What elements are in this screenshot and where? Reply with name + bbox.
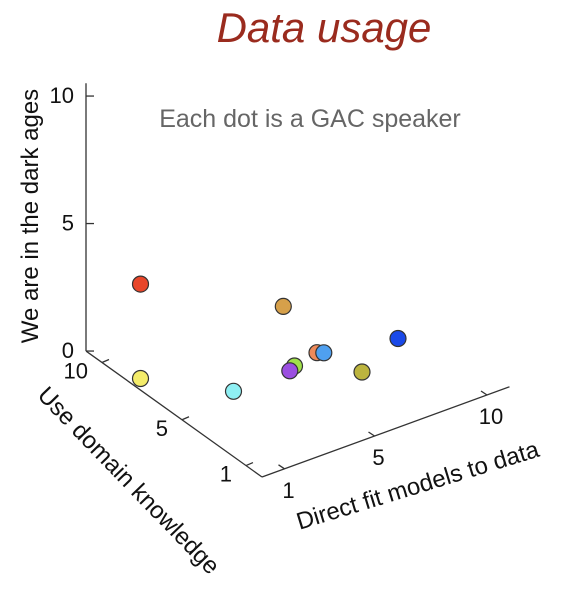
x-tick-label: 1 [282, 478, 294, 503]
z-tick-label: 5 [62, 211, 74, 236]
x-tick-mark [480, 390, 488, 396]
y-axis-line [85, 350, 263, 478]
data-points [131, 275, 407, 400]
x-tick-mark [368, 431, 375, 437]
data-point [315, 344, 333, 362]
chart-annotation: Each dot is a GAC speaker [159, 105, 461, 133]
z-tick-label: 10 [50, 83, 74, 108]
x-tick-label: 10 [479, 404, 503, 429]
y-tick-label: 10 [64, 359, 88, 384]
data-point [274, 297, 292, 315]
y-axis-label: Use domain knowledge [32, 382, 225, 580]
z-tick-label: 0 [62, 338, 74, 363]
data-point [353, 363, 371, 381]
y-tick-label: 5 [156, 416, 168, 441]
y-tick-mark [101, 358, 110, 364]
data-point [281, 362, 299, 380]
x-tick-label: 5 [372, 445, 384, 470]
y-tick-mark [245, 461, 254, 467]
chart-title: Data usage [217, 4, 432, 51]
x-tick-mark [278, 464, 285, 470]
data-point [389, 329, 407, 348]
data-point [131, 369, 150, 388]
data-point [224, 382, 243, 400]
data-point [131, 275, 150, 293]
y-tick-label: 1 [220, 462, 232, 487]
x-axis-label: Direct fit models to data [293, 436, 543, 536]
z-axis-label: We are in the dark ages [17, 89, 44, 343]
x-axis-line [261, 386, 510, 478]
y-tick-mark [181, 416, 190, 421]
axes [85, 83, 510, 478]
